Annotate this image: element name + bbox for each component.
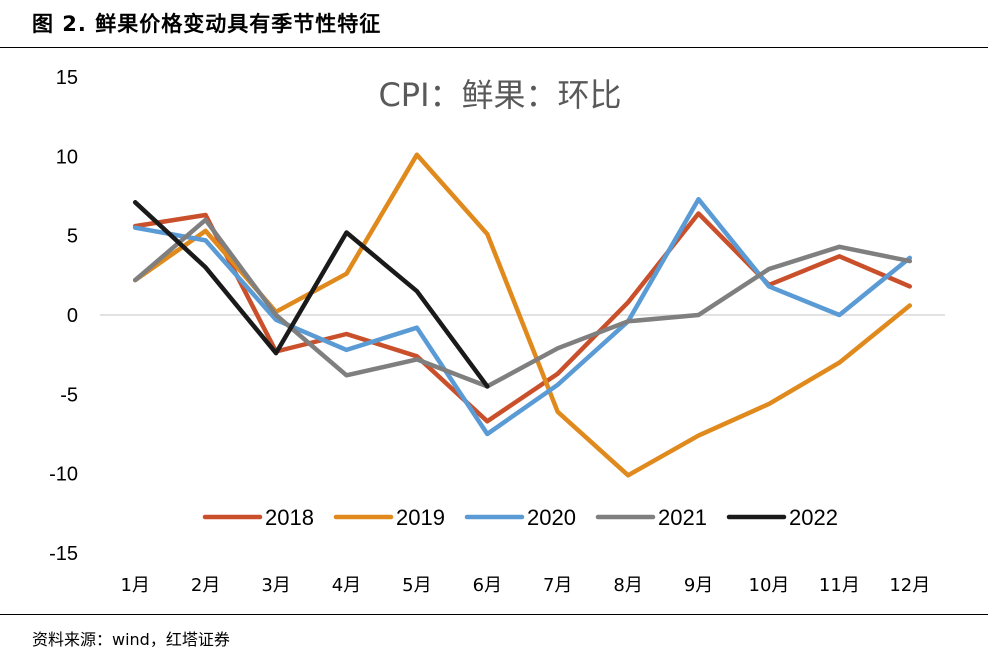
series-line-2018 xyxy=(132,211,913,424)
x-tick-label: 11月 xyxy=(819,575,860,596)
y-tick-label: 15 xyxy=(56,67,78,89)
series-line-2022 xyxy=(132,200,490,389)
x-tick-label: 5月 xyxy=(402,575,431,596)
y-tick-label: -5 xyxy=(60,384,78,406)
x-tick-label: 7月 xyxy=(543,575,572,596)
x-axis: 1月 2月 3月 4月 5月 6月 7月 8月 9月 10月 11月 12月 xyxy=(120,575,930,596)
source-note: 资料来源：wind，红塔证券 xyxy=(32,630,230,649)
y-tick-label: 0 xyxy=(67,305,78,327)
y-tick-label: 10 xyxy=(56,146,78,168)
bottom-rule xyxy=(0,614,988,615)
x-tick-label: 3月 xyxy=(261,575,290,596)
series-lines xyxy=(132,152,913,478)
x-tick-label: 9月 xyxy=(684,575,713,596)
series-line-2021 xyxy=(132,217,913,389)
top-rule xyxy=(0,47,988,48)
legend-label-2019: 2019 xyxy=(396,505,445,530)
y-tick-label: -15 xyxy=(49,543,78,565)
y-tick-label: -10 xyxy=(49,464,78,486)
x-tick-label: 2月 xyxy=(191,575,220,596)
x-tick-label: 10月 xyxy=(749,575,790,596)
x-tick-label: 4月 xyxy=(332,575,361,596)
series-line-2020 xyxy=(132,196,913,437)
legend-label-2022: 2022 xyxy=(789,505,838,530)
legend-label-2021: 2021 xyxy=(658,505,707,530)
figure-title: 图 2. 鲜果价格变动具有季节性特征 xyxy=(32,12,382,36)
x-tick-label: 8月 xyxy=(613,575,642,596)
legend-label-2018: 2018 xyxy=(265,505,314,530)
legend-label-2020: 2020 xyxy=(527,505,576,530)
x-tick-label: 12月 xyxy=(889,575,930,596)
y-axis: 15 10 5 0 -5 -10 -15 xyxy=(49,67,78,565)
chart-title: CPI：鲜果：环比 xyxy=(378,76,621,114)
x-tick-label: 1月 xyxy=(120,575,149,596)
x-tick-label: 6月 xyxy=(473,575,502,596)
legend: 2018 2019 2020 2021 2022 xyxy=(202,505,838,530)
y-tick-label: 5 xyxy=(67,226,78,248)
